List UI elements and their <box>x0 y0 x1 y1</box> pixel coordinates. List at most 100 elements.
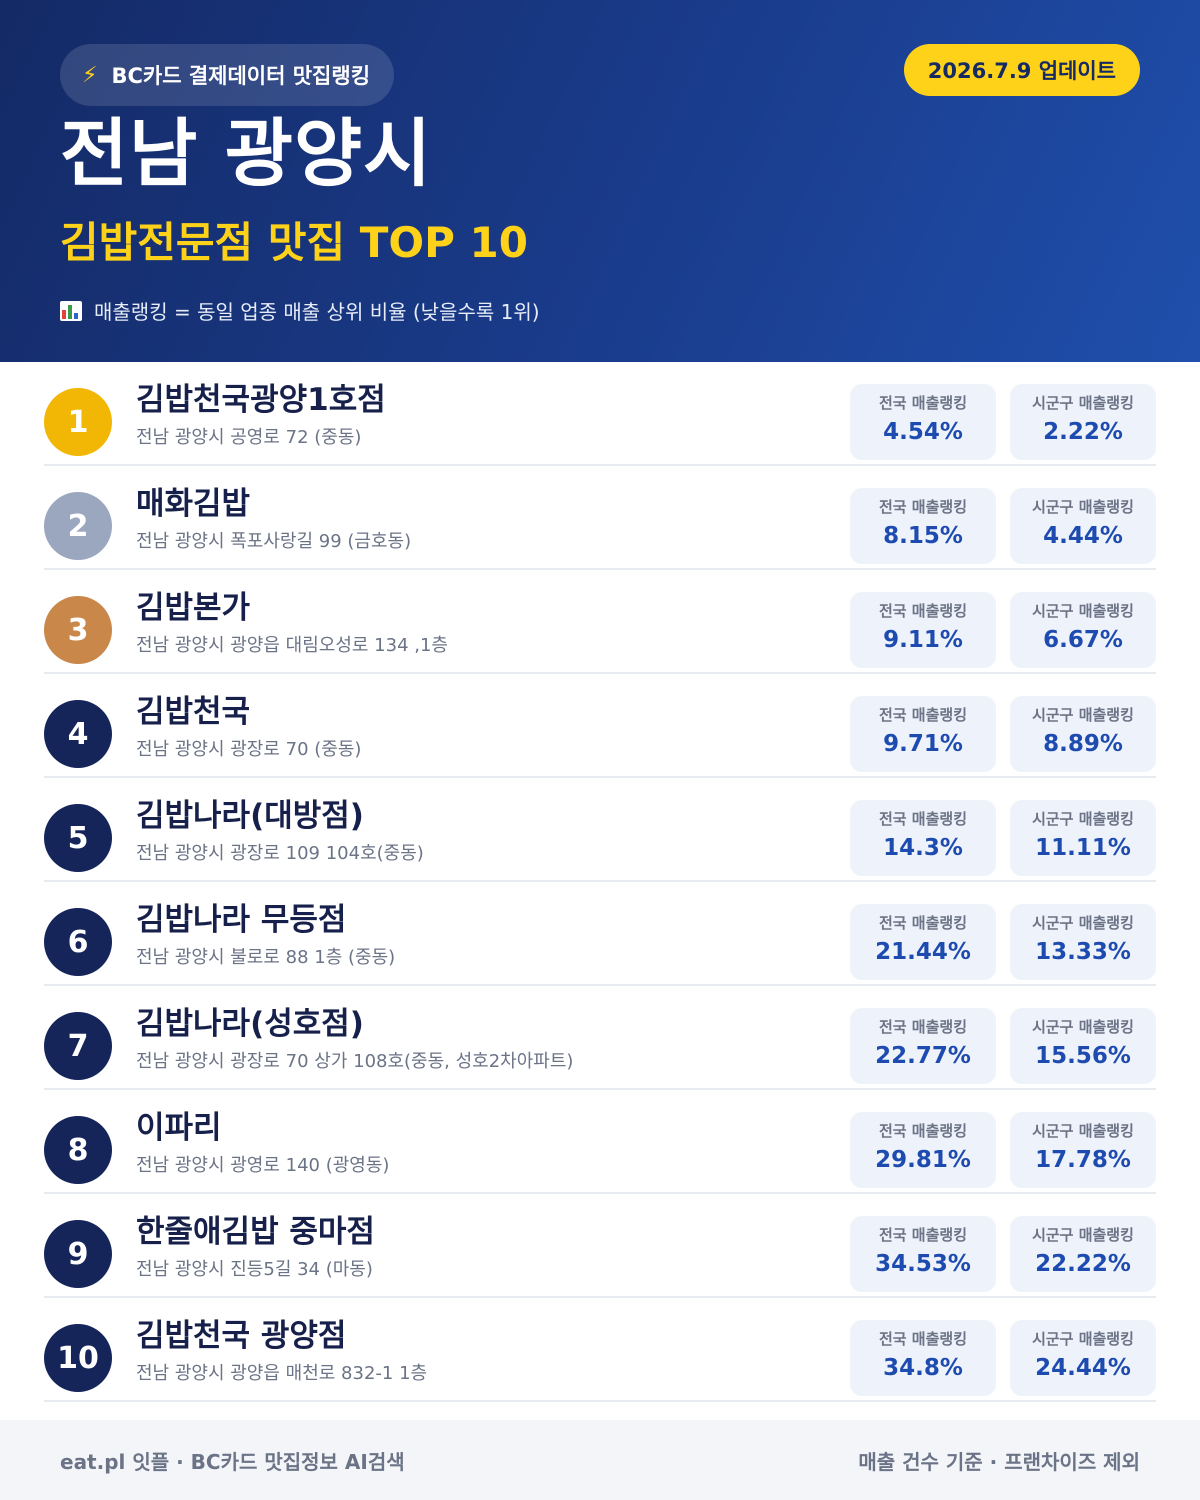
national-ranking-label: 전국 매출랭킹 <box>878 498 968 516</box>
restaurant-row[interactable]: 2 매화김밥 전남 광양시 폭포사랑길 99 (금호동) 전국 매출랭킹 8.15% 시군… <box>44 466 1156 570</box>
local-ranking-label: 시군구 매출랭킹 <box>1032 810 1134 828</box>
rank-badge: 2 <box>44 492 112 560</box>
national-ranking-card: 전국 매출랭킹 22.77% <box>850 1008 996 1084</box>
restaurant-name: 매화김밥 <box>136 486 251 522</box>
page-title: 전남 광양시 <box>60 111 433 197</box>
local-ranking-card: 시군구 매출랭킹 15.56% <box>1010 1008 1156 1084</box>
rank-badge: 10 <box>44 1324 112 1392</box>
restaurant-info: 김밥천국 광양점 전남 광양시 광양읍 매천로 832-1 1층 <box>136 1318 427 1385</box>
local-ranking-value: 15.56% <box>1035 1043 1131 1069</box>
lightning-icon: ⚡ <box>82 62 98 88</box>
local-ranking-value: 8.89% <box>1043 731 1123 757</box>
rank-number: 5 <box>67 820 89 856</box>
national-ranking-label: 전국 매출랭킹 <box>878 1122 968 1140</box>
national-ranking-value: 14.3% <box>883 835 963 861</box>
local-ranking-card: 시군구 매출랭킹 11.11% <box>1010 800 1156 876</box>
rank-badge: 6 <box>44 908 112 976</box>
restaurant-row[interactable]: 7 김밥나라(성호점) 전남 광양시 광장로 70 상가 108호(중동, 성호2차… <box>44 986 1156 1090</box>
restaurant-name: 이파리 <box>136 1110 222 1146</box>
restaurant-address: 전남 광양시 광장로 70 상가 108호(중동, 성호2차아파트) <box>136 1051 574 1073</box>
national-ranking-card: 전국 매출랭킹 4.54% <box>850 384 996 460</box>
rank-badge: 5 <box>44 804 112 872</box>
local-ranking-card: 시군구 매출랭킹 17.78% <box>1010 1112 1156 1188</box>
national-ranking-label: 전국 매출랭킹 <box>878 1226 968 1244</box>
restaurant-address: 전남 광양시 광양읍 매천로 832-1 1층 <box>136 1363 428 1385</box>
restaurant-row[interactable]: 6 김밥나라 무등점 전남 광양시 불로로 88 1층 (중동) 전국 매출랭킹 21.… <box>44 882 1156 986</box>
update-label: 2026.7.9 업데이트 <box>927 59 1116 83</box>
national-ranking-value: 4.54% <box>883 419 963 445</box>
national-ranking-label: 전국 매출랭킹 <box>878 602 968 620</box>
restaurant-name: 김밥나라(성호점) <box>136 1006 364 1042</box>
rank-badge: 7 <box>44 1012 112 1080</box>
footer-source: eat.pl 잇플 · BC카드 맛집정보 AI검색 <box>60 1449 405 1474</box>
restaurant-row[interactable]: 8 이파리 전남 광양시 광영로 140 (광영동) 전국 매출랭킹 29.81% 시군구… <box>44 1090 1156 1194</box>
local-ranking-card: 시군구 매출랭킹 13.33% <box>1010 904 1156 980</box>
restaurant-address: 전남 광양시 공영로 72 (중동) <box>136 427 362 449</box>
page-subtitle: 김밥전문점 맛집 TOP 10 <box>60 218 528 267</box>
local-ranking-value: 11.11% <box>1035 835 1131 861</box>
local-ranking-label: 시군구 매출랭킹 <box>1032 394 1134 412</box>
restaurant-name: 김밥천국광양1호점 <box>136 382 386 418</box>
legend-text: 매출랭킹 = 동일 업종 매출 상위 비율 (낮을수록 1위) <box>94 300 540 324</box>
rank-badge: 3 <box>44 596 112 664</box>
local-ranking-card: 시군구 매출랭킹 6.67% <box>1010 592 1156 668</box>
local-ranking-value: 22.22% <box>1035 1251 1131 1277</box>
local-ranking-value: 17.78% <box>1035 1147 1131 1173</box>
rank-number: 4 <box>67 716 89 752</box>
national-ranking-value: 34.53% <box>875 1251 971 1277</box>
restaurant-row[interactable]: 3 김밥본가 전남 광양시 광양읍 대림오성로 134 ,1층 전국 매출랭킹 9.11… <box>44 570 1156 674</box>
rank-number: 8 <box>67 1132 89 1168</box>
local-ranking-card: 시군구 매출랭킹 2.22% <box>1010 384 1156 460</box>
local-ranking-card: 시군구 매출랭킹 22.22% <box>1010 1216 1156 1292</box>
national-ranking-value: 22.77% <box>875 1043 971 1069</box>
local-ranking-label: 시군구 매출랭킹 <box>1032 914 1134 932</box>
restaurant-address: 전남 광양시 광영로 140 (광영동) <box>136 1155 390 1177</box>
national-ranking-value: 9.11% <box>883 627 963 653</box>
source-badge: ⚡ BC카드 결제데이터 맛집랭킹 <box>60 44 395 106</box>
local-ranking-label: 시군구 매출랭킹 <box>1032 1122 1134 1140</box>
national-ranking-label: 전국 매출랭킹 <box>878 1330 968 1348</box>
restaurant-row[interactable]: 4 김밥천국 전남 광양시 광장로 70 (중동) 전국 매출랭킹 9.71% 시군구 매… <box>44 674 1156 778</box>
rank-badge: 8 <box>44 1116 112 1184</box>
national-ranking-label: 전국 매출랭킹 <box>878 914 968 932</box>
local-ranking-value: 2.22% <box>1043 419 1123 445</box>
restaurant-info: 김밥나라(대방점) 전남 광양시 광장로 109 104호(중동) <box>136 798 424 865</box>
rank-number: 10 <box>57 1340 99 1376</box>
local-ranking-card: 시군구 매출랭킹 4.44% <box>1010 488 1156 564</box>
bar-chart-icon <box>60 300 82 321</box>
national-ranking-value: 21.44% <box>875 939 971 965</box>
national-ranking-value: 34.8% <box>883 1355 963 1381</box>
restaurant-info: 김밥천국 전남 광양시 광장로 70 (중동) <box>136 694 361 761</box>
national-ranking-label: 전국 매출랭킹 <box>878 706 968 724</box>
restaurant-name: 김밥천국 <box>136 694 251 730</box>
restaurant-info: 김밥본가 전남 광양시 광양읍 대림오성로 134 ,1층 <box>136 590 448 657</box>
restaurant-row[interactable]: 1 김밥천국광양1호점 전남 광양시 공영로 72 (중동) 전국 매출랭킹 4.54%… <box>44 362 1156 466</box>
restaurant-row[interactable]: 5 김밥나라(대방점) 전남 광양시 광장로 109 104호(중동) 전국 매출랭킹… <box>44 778 1156 882</box>
rank-number: 7 <box>67 1028 89 1064</box>
national-ranking-value: 9.71% <box>883 731 963 757</box>
restaurant-address: 전남 광양시 광장로 109 104호(중동) <box>136 843 424 865</box>
restaurant-address: 전남 광양시 진등5길 34 (마동) <box>136 1259 373 1281</box>
rank-badge: 4 <box>44 700 112 768</box>
local-ranking-value: 6.67% <box>1043 627 1123 653</box>
national-ranking-card: 전국 매출랭킹 34.53% <box>850 1216 996 1292</box>
restaurant-info: 김밥나라(성호점) 전남 광양시 광장로 70 상가 108호(중동, 성호2차아… <box>136 1006 573 1073</box>
local-ranking-value: 4.44% <box>1043 523 1123 549</box>
national-ranking-label: 전국 매출랭킹 <box>878 810 968 828</box>
rank-number: 3 <box>67 612 89 648</box>
local-ranking-card: 시군구 매출랭킹 24.44% <box>1010 1320 1156 1396</box>
local-ranking-label: 시군구 매출랭킹 <box>1032 498 1134 516</box>
local-ranking-value: 24.44% <box>1035 1355 1131 1381</box>
restaurant-name: 한줄애김밥 중마점 <box>136 1214 375 1250</box>
rank-number: 2 <box>67 508 89 544</box>
rank-number: 9 <box>67 1236 89 1272</box>
restaurant-list: 1 김밥천국광양1호점 전남 광양시 공영로 72 (중동) 전국 매출랭킹 4.54%… <box>44 362 1156 1402</box>
restaurant-address: 전남 광양시 불로로 88 1층 (중동) <box>136 947 396 969</box>
national-ranking-value: 8.15% <box>883 523 963 549</box>
restaurant-info: 매화김밥 전남 광양시 폭포사랑길 99 (금호동) <box>136 486 411 553</box>
restaurant-row[interactable]: 10 김밥천국 광양점 전남 광양시 광양읍 매천로 832-1 1층 전국 매출랭킹… <box>44 1298 1156 1402</box>
local-ranking-label: 시군구 매출랭킹 <box>1032 1330 1134 1348</box>
